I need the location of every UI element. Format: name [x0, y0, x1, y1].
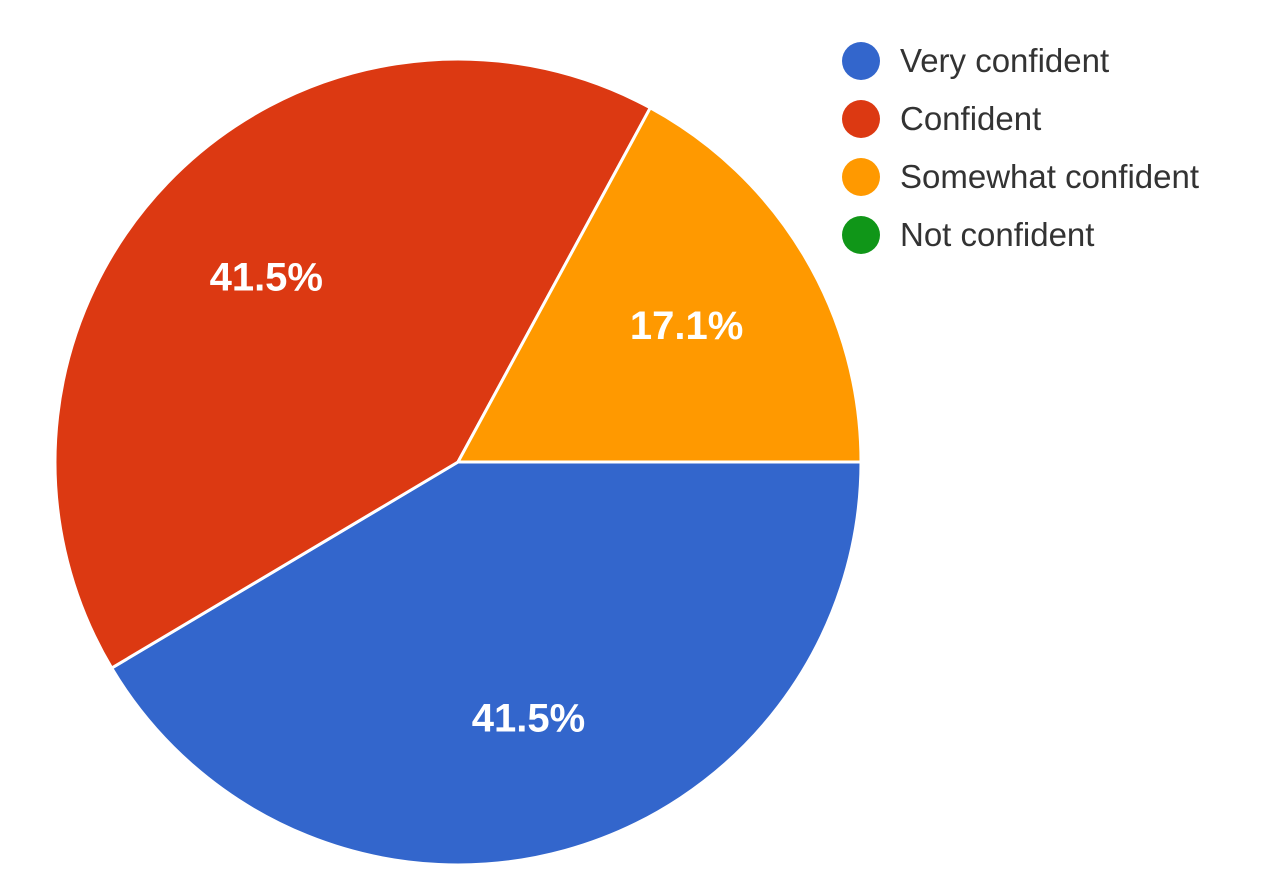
pie-slice-somewhat-confident[interactable] [455, 105, 863, 464]
legend-swatch-somewhat-confident [842, 158, 880, 196]
legend-swatch-confident [842, 100, 880, 138]
legend-label-confident: Confident [900, 100, 1042, 137]
legend-swatch-very-confident [842, 42, 880, 80]
slice-label-confident: 41.5% [210, 256, 323, 300]
chart-legend: Very confident Confident Somewhat confiden… [842, 32, 1262, 264]
slice-label-somewhat-confident: 17.1% [630, 304, 743, 348]
legend-item-very-confident[interactable]: Very confident [842, 32, 1262, 90]
legend-swatch-not-confident [842, 216, 880, 254]
legend-item-somewhat-confident[interactable]: Somewhat confident [842, 148, 1262, 206]
legend-label-very-confident: Very confident [900, 42, 1110, 79]
pie-slice-confident[interactable] [53, 57, 653, 671]
legend-item-not-confident[interactable]: Not confident [842, 206, 1262, 264]
legend-label-not-confident: Not confident [900, 216, 1095, 253]
slice-label-very-confident: 41.5% [472, 697, 585, 741]
legend-label-somewhat-confident: Somewhat confident [900, 158, 1200, 195]
legend-item-confident[interactable]: Confident [842, 90, 1262, 148]
pie-slice-very-confident[interactable] [109, 460, 863, 867]
